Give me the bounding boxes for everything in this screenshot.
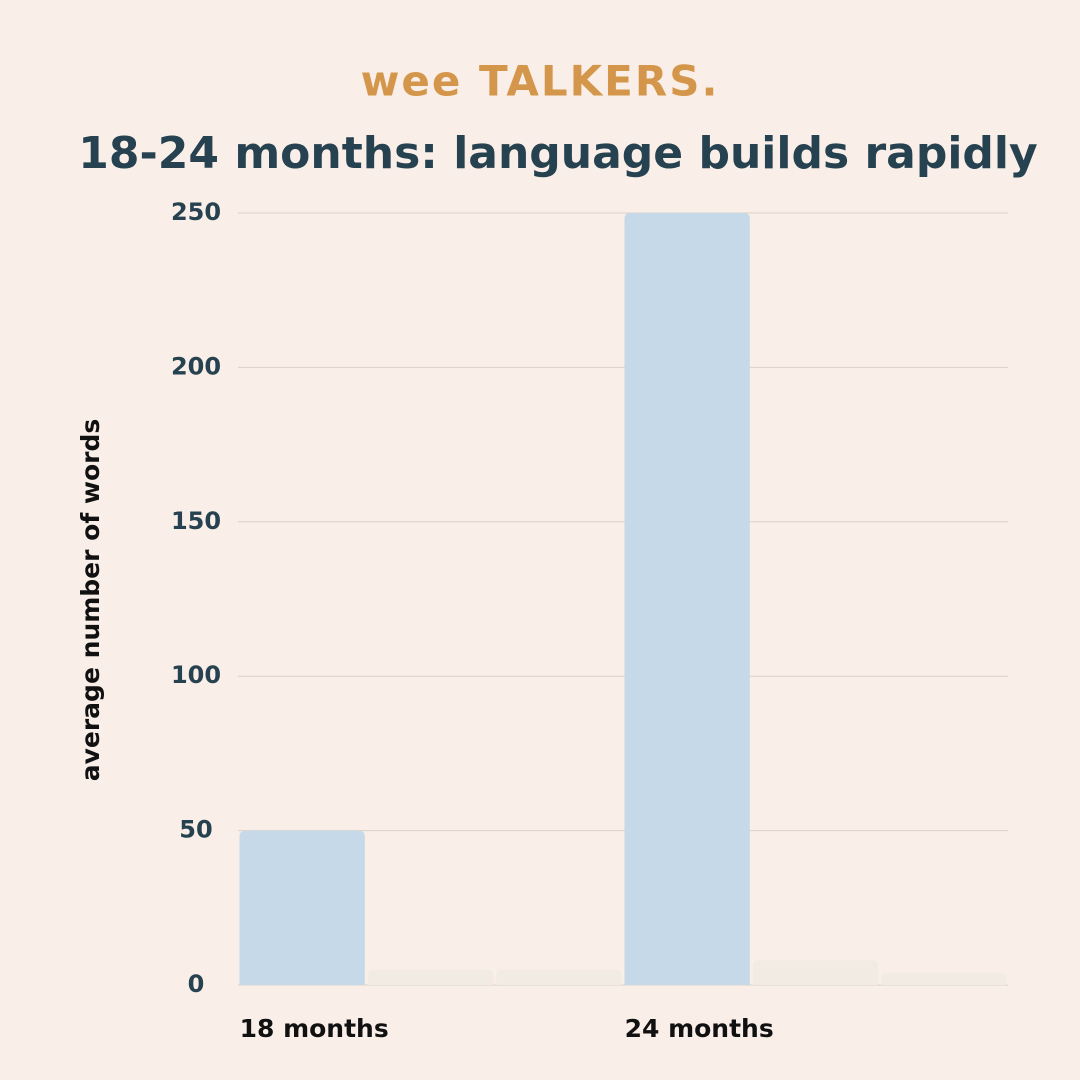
y-tick-label: 200 [171,352,221,380]
y-axis-label: average number of words [76,419,105,782]
brand-logo: wee TALKERS. [361,57,720,106]
x-tick-label: 18 months [240,1014,389,1043]
bar [239,830,365,985]
bar [367,969,494,985]
x-tick-label: 24 months [625,1014,774,1043]
chart-title: 18-24 months: language builds rapidly [78,128,1037,179]
y-tick-label: 100 [171,661,221,689]
y-tick-label: 150 [171,507,221,535]
bar [881,972,1007,985]
y-tick-label: 250 [171,198,221,226]
bar [496,969,622,985]
y-tick-label: 50 [179,816,212,844]
bar [624,213,750,985]
y-tick-label: 0 [188,970,205,998]
bar [752,960,879,985]
